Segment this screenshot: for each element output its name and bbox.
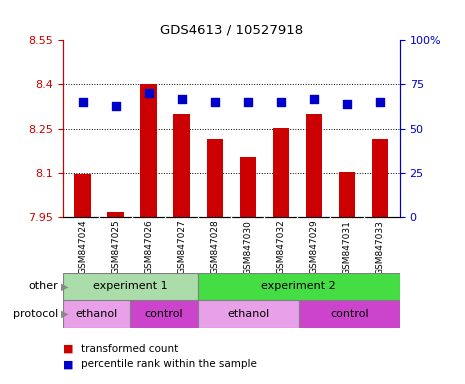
Text: experiment 1: experiment 1 [93, 281, 167, 291]
Bar [130, 300, 198, 328]
Text: other: other [28, 281, 58, 291]
Text: ■: ■ [63, 359, 73, 369]
Point [211, 99, 219, 105]
Point [244, 99, 252, 105]
Point [376, 99, 384, 105]
Text: transformed count: transformed count [81, 344, 179, 354]
Text: control: control [330, 309, 369, 319]
Text: control: control [145, 309, 183, 319]
Text: ▶: ▶ [61, 281, 69, 291]
Text: ▶: ▶ [61, 309, 69, 319]
Text: GSM847033: GSM847033 [376, 220, 385, 275]
Bar [272, 128, 289, 217]
Bar [372, 139, 388, 217]
Point [343, 101, 351, 107]
Bar [306, 114, 322, 217]
Text: GSM847028: GSM847028 [210, 220, 219, 275]
Text: GSM847029: GSM847029 [310, 220, 319, 275]
Text: percentile rank within the sample: percentile rank within the sample [81, 359, 257, 369]
Point [79, 99, 86, 105]
Point [112, 103, 120, 109]
Bar [239, 157, 256, 217]
Title: GDS4613 / 10527918: GDS4613 / 10527918 [160, 23, 303, 36]
Text: GSM847027: GSM847027 [177, 220, 186, 275]
Bar [63, 300, 130, 328]
Text: GSM847024: GSM847024 [78, 220, 87, 275]
Bar [339, 172, 355, 217]
Text: GSM847031: GSM847031 [343, 220, 352, 275]
Bar [198, 300, 299, 328]
Bar [140, 84, 157, 217]
Bar [299, 300, 400, 328]
Bar [173, 114, 190, 217]
Point [310, 96, 318, 102]
Bar [206, 139, 223, 217]
Bar [74, 174, 91, 217]
Bar [107, 212, 124, 217]
Text: GSM847026: GSM847026 [144, 220, 153, 275]
Point [178, 96, 186, 102]
Bar [63, 273, 198, 300]
Text: experiment 2: experiment 2 [261, 281, 336, 291]
Bar [198, 273, 400, 300]
Text: ethanol: ethanol [75, 309, 118, 319]
Point [277, 99, 285, 105]
Text: ■: ■ [63, 344, 73, 354]
Text: GSM847030: GSM847030 [243, 220, 252, 275]
Point [145, 90, 153, 96]
Text: GSM847025: GSM847025 [111, 220, 120, 275]
Text: ethanol: ethanol [227, 309, 269, 319]
Text: GSM847032: GSM847032 [276, 220, 286, 275]
Text: protocol: protocol [13, 309, 58, 319]
